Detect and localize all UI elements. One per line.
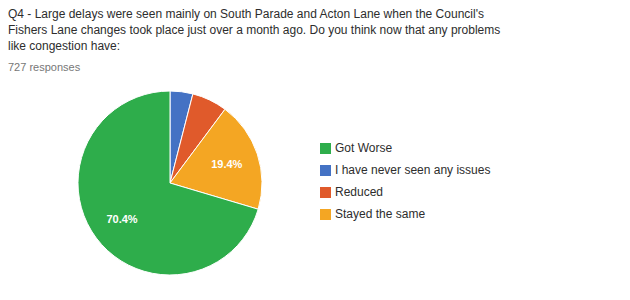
html-text:I have never seen any issues: I have never seen any issues [335,163,491,177]
html-text:Stayed the same: Stayed the same [335,207,426,221]
html-text:like congestion have:: like congestion have: [8,39,121,53]
svg-text:70.4%: 70.4% [106,213,137,225]
html-text:Q4 - Large delays were seen ma: Q4 - Large delays were seen mainly on So… [8,7,484,21]
html-text:Reduced: Reduced [335,185,383,199]
html-text:727 responses: 727 responses [8,61,81,73]
svg-text:19.4%: 19.4% [211,158,242,170]
html-text:Fishers Lane changes took plac: Fishers Lane changes took place just ove… [8,23,501,37]
html-text:Got Worse: Got Worse [335,141,393,155]
